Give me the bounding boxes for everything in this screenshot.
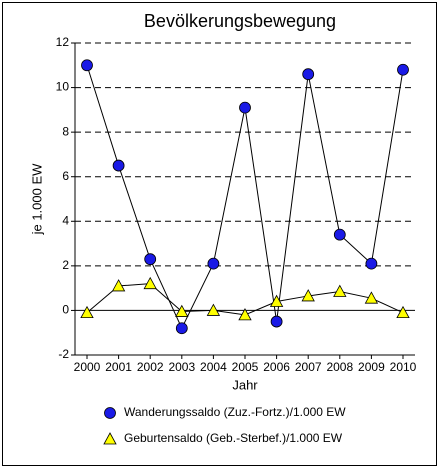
point: [397, 63, 409, 76]
x-tick-label: 2009: [358, 360, 385, 374]
legend-label: Geburtensaldo (Geb.-Sterbef.)/1.000 EW: [124, 431, 343, 445]
chart-title: Bevölkerungsbewegung: [144, 11, 336, 31]
legend-marker: [103, 432, 117, 445]
x-tick-label: 2000: [74, 360, 101, 374]
y-tick-label: 8: [62, 124, 69, 138]
point: [238, 308, 252, 321]
y-tick-label: 6: [62, 169, 69, 183]
y-tick-label: 2: [62, 258, 69, 272]
point: [302, 68, 315, 81]
point: [365, 257, 378, 270]
x-axis-label: Jahr: [232, 377, 258, 392]
point: [143, 276, 157, 290]
point: [333, 284, 347, 297]
x-tick-label: 2008: [326, 360, 353, 374]
point: [80, 305, 94, 319]
point: [301, 289, 315, 302]
point: [269, 294, 284, 307]
x-tick-label: 2010: [390, 360, 417, 374]
x-tick-label: 2002: [137, 360, 164, 374]
point: [364, 291, 379, 304]
point: [207, 257, 220, 270]
point: [144, 253, 157, 266]
point: [206, 303, 221, 316]
x-tick-label: 2006: [263, 360, 290, 374]
point: [175, 304, 189, 317]
y-tick-label: 10: [56, 80, 70, 94]
point: [81, 59, 93, 72]
point: [111, 279, 126, 292]
y-axis-label: je 1.000 EW: [29, 163, 44, 236]
y-tick-label: 4: [62, 213, 69, 227]
y-tick-label: 12: [56, 35, 70, 49]
y-tick-label: -2: [58, 347, 69, 361]
legend-marker: [104, 407, 116, 419]
point: [270, 315, 283, 328]
point: [239, 101, 251, 114]
x-tick-label: 2001: [105, 360, 132, 374]
x-tick-label: 2007: [295, 360, 322, 374]
x-tick-label: 2004: [200, 360, 227, 374]
point: [396, 305, 410, 319]
point: [333, 228, 346, 241]
legend-label: Wanderungssaldo (Zuz.-Fortz.)/1.000 EW: [124, 405, 346, 419]
point: [112, 159, 125, 172]
x-tick-label: 2005: [232, 360, 259, 374]
point: [175, 322, 188, 335]
x-tick-label: 2003: [168, 360, 195, 374]
y-tick-label: 0: [62, 303, 69, 317]
